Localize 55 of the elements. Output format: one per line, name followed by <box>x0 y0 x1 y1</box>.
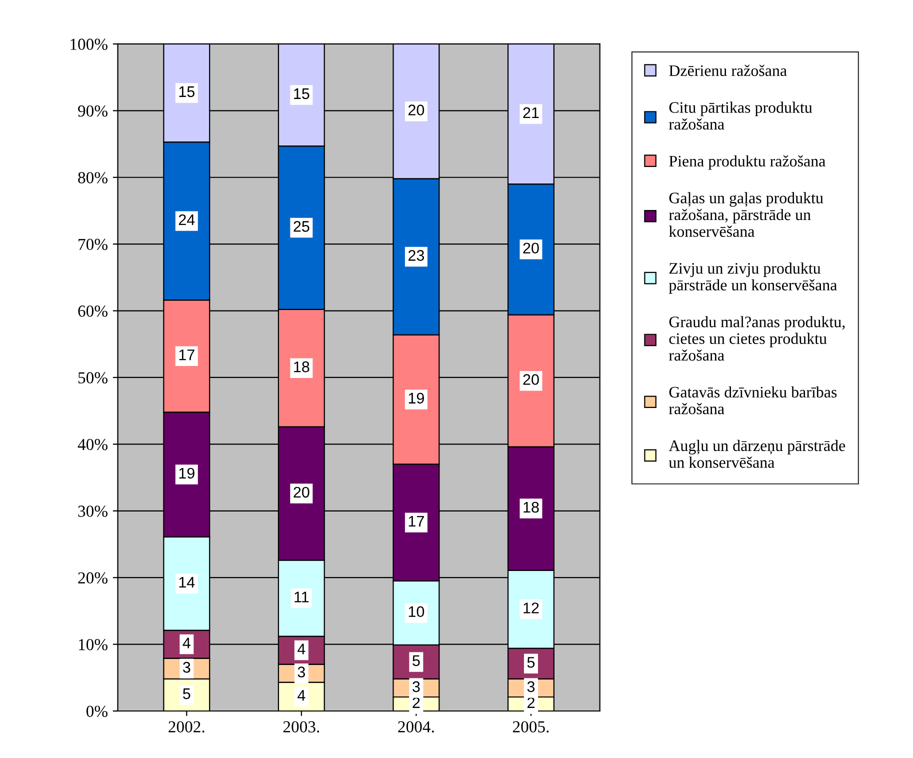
data-label: 21 <box>523 107 539 118</box>
y-tick-label: 50% <box>78 372 108 384</box>
data-label: 14 <box>179 577 195 588</box>
data-label: 10 <box>408 606 424 618</box>
data-label: 25 <box>294 221 310 232</box>
y-tick-label: 20% <box>78 572 108 584</box>
data-label: 5 <box>412 655 420 666</box>
data-label: 20 <box>294 486 310 498</box>
data-label: 23 <box>408 250 424 261</box>
data-label: 11 <box>294 592 309 602</box>
data-label: 18 <box>294 361 310 372</box>
x-tick-label: 2004. <box>398 721 434 733</box>
legend-label: Augļu un dārzeņu pārstrāde un konservēšana <box>668 440 846 468</box>
data-label: 20 <box>523 242 539 254</box>
data-label: 19 <box>408 392 424 404</box>
data-label: 4 <box>298 644 306 654</box>
data-label: 24 <box>178 214 195 226</box>
data-label: 2 <box>527 697 534 708</box>
data-label: 3 <box>182 662 190 673</box>
y-tick-label: 80% <box>78 172 108 184</box>
legend-label: Citu pārtikas produktu ražošana <box>668 102 812 130</box>
data-label: 3 <box>412 681 420 692</box>
data-label: 20 <box>408 104 424 116</box>
data-label: 12 <box>524 602 539 614</box>
data-label: 3 <box>527 681 535 692</box>
data-label: 2 <box>412 697 420 708</box>
data-label: 4 <box>182 638 190 648</box>
data-label: 19 <box>179 468 194 479</box>
y-tick-label: 0% <box>86 706 108 718</box>
data-label: 3 <box>298 666 305 678</box>
x-tick-label: 2003. <box>283 721 320 733</box>
y-tick-label: 90% <box>78 105 108 117</box>
data-label: 5 <box>183 688 190 700</box>
y-tick-label: 70% <box>78 238 108 250</box>
y-tick-label: 30% <box>78 506 108 517</box>
data-label: 15 <box>294 88 310 100</box>
legend-label: Gatavās dzīvnieku barības ražošana <box>668 386 837 414</box>
legend-label: Gaļas un gaļas produktu ražošana, pārstrāde un konservēšana <box>668 192 824 237</box>
data-label: 5 <box>527 657 535 668</box>
legend-label: Zivju un zivju produktu pārstrāde un konservēšana <box>668 262 837 294</box>
y-tick-label: 60% <box>78 305 108 317</box>
data-label: 4 <box>298 690 306 701</box>
legend-label: Dzērienu ražošana <box>669 64 787 76</box>
x-tick-label: 2005. <box>512 721 549 733</box>
x-tick-label: 2002. <box>168 721 204 733</box>
legend-label: Piena produktu ražošana <box>669 155 826 170</box>
data-label: 17 <box>179 350 194 360</box>
y-tick-label: 100% <box>70 38 108 50</box>
y-tick-label: 10% <box>78 639 108 650</box>
data-label: 17 <box>408 516 424 527</box>
data-label: 15 <box>179 86 194 98</box>
data-label: 18 <box>524 502 539 513</box>
data-label: 20 <box>523 374 539 385</box>
legend-label: Graudu mal?anas produktu, cietes un cietes produktu ražošana <box>668 316 845 361</box>
y-tick-label: 40% <box>78 438 108 450</box>
